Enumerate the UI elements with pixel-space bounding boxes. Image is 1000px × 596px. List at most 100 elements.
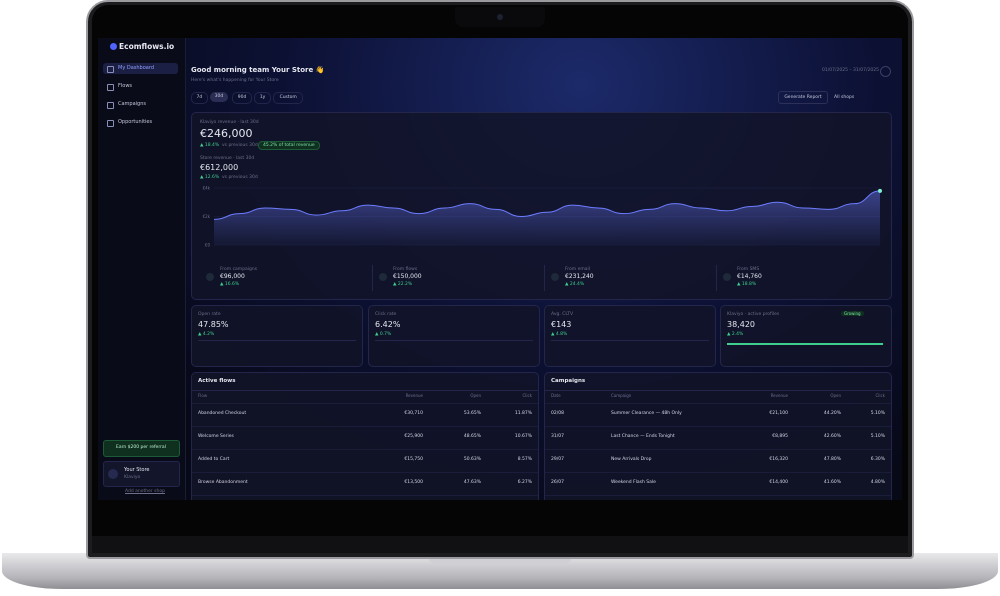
- range-tab[interactable]: Custom: [273, 92, 304, 104]
- cell: Summer Clearance — 48h Only: [611, 411, 682, 416]
- row-divider: [192, 426, 538, 427]
- referral[interactable]: Earn $200 per referral: [103, 440, 180, 457]
- cell: 48.65%: [463, 434, 481, 439]
- column-header: Open: [830, 393, 841, 398]
- cell: 47.80%: [823, 457, 841, 462]
- cell: Added to Cart: [198, 457, 230, 462]
- sidebar: Ecomflows.io My Dashboard Flows Campaigns Op…: [98, 38, 186, 500]
- cell: 31/07: [551, 434, 564, 439]
- kpi-badge: Growing: [841, 311, 864, 316]
- cell: €21,100: [769, 411, 788, 416]
- kpi-value: 47.85%: [198, 320, 229, 329]
- breakdown-label: From email: [565, 267, 590, 272]
- cell: 4.80%: [870, 480, 885, 485]
- kpi-divider: [551, 340, 709, 341]
- cell: Browse Abandonment: [198, 480, 248, 485]
- kpi-divider: [375, 340, 533, 341]
- add-shop[interactable]: Add another shop: [125, 489, 165, 494]
- revenue-compare: vs previous 30d: [222, 143, 258, 148]
- y-tick-label: €2k: [203, 214, 211, 219]
- subtitle: Here's what's happening for Your Store: [191, 78, 279, 83]
- header-row: [192, 390, 538, 391]
- screen: Ecomflows.io My Dashboard Flows Campaigns Op…: [98, 38, 902, 500]
- cell: 6.27%: [517, 480, 532, 485]
- nav-icon: [107, 120, 114, 127]
- settings-button[interactable]: [880, 66, 891, 77]
- cell: 11.87%: [514, 411, 532, 416]
- brand: Ecomflows.io: [119, 42, 175, 51]
- cell: Abandoned Checkout: [198, 411, 247, 416]
- store-value: €612,000: [200, 163, 239, 172]
- camera: [497, 14, 503, 20]
- column-header: Date: [551, 393, 561, 398]
- kpi-card: Open rate 47.85% ▲ 4.2%: [191, 305, 363, 367]
- flows-table: Active flows Flow Revenue Open Click Abandone…: [191, 372, 539, 500]
- y-tick-label: €4k: [203, 186, 211, 191]
- column-header: Revenue: [405, 393, 423, 398]
- range-tab[interactable]: 7d: [191, 92, 208, 104]
- range-tab[interactable]: 1y: [254, 92, 271, 104]
- kpi-divider: [198, 340, 356, 341]
- breakdown-change: ▲ 16.6%: [220, 282, 240, 287]
- cell: €14,400: [769, 480, 788, 485]
- column-header: Campaign: [611, 393, 632, 398]
- avatar: [108, 469, 118, 479]
- row-divider: [545, 472, 891, 473]
- cell: 42.60%: [823, 434, 841, 439]
- cell: €15,750: [404, 457, 423, 462]
- row-divider: [192, 472, 538, 473]
- report-button[interactable]: Generate Report: [778, 91, 828, 104]
- cell: 41.60%: [823, 480, 841, 485]
- breakdown-item: From email €231,240 ▲ 24.4%: [544, 265, 710, 291]
- table-title: Campaigns: [551, 378, 586, 384]
- campaigns-table: Campaigns Date Campaign Revenue Open Click 02/…: [544, 372, 892, 500]
- cell: Weekend Flash Sale: [611, 480, 656, 485]
- cell: Welcome Series: [198, 434, 234, 439]
- row-divider: [545, 403, 891, 404]
- cell: €8,895: [772, 434, 788, 439]
- row-divider: [192, 403, 538, 404]
- breakdown-value: €150,000: [393, 273, 422, 280]
- row-divider: [192, 495, 538, 496]
- nav-item[interactable]: Opportunities: [103, 117, 178, 128]
- account[interactable]: Your Store Klaviyo: [103, 461, 180, 487]
- column-header: Flow: [198, 393, 208, 398]
- date-range: 01/07/2025 – 31/07/2025: [822, 68, 879, 73]
- revenue-value: €246,000: [200, 127, 253, 140]
- cell: 44.20%: [823, 411, 841, 416]
- range-tab[interactable]: 90d: [232, 92, 253, 104]
- nav-item[interactable]: Campaigns: [103, 99, 178, 110]
- breakdown-change: ▲ 18.8%: [737, 282, 757, 287]
- kpi-label: Avg. CLTV: [551, 312, 574, 317]
- breakdown-change: ▲ 24.4%: [565, 282, 585, 287]
- account-name: Your Store: [124, 467, 150, 473]
- column-header: Click: [875, 393, 885, 398]
- kpi-progress: [727, 343, 883, 345]
- nav-item[interactable]: My Dashboard: [103, 63, 178, 74]
- shop-select[interactable]: All shops: [834, 95, 855, 100]
- cell: 47.63%: [463, 480, 481, 485]
- cell: 5.10%: [870, 411, 885, 416]
- cell: 8.57%: [517, 457, 532, 462]
- nav-icon: [107, 84, 114, 91]
- account-platform: Klaviyo: [124, 475, 141, 480]
- nav-item[interactable]: Flows: [103, 81, 178, 92]
- kpi-value: 38,420: [727, 320, 755, 329]
- nav-label: Opportunities: [118, 119, 153, 125]
- nav-label: My Dashboard: [118, 65, 154, 71]
- screen-chin: [92, 536, 908, 553]
- row-divider: [545, 426, 891, 427]
- kpi-label: Click rate: [375, 312, 397, 317]
- cell: New Arrivals Drop: [611, 457, 652, 462]
- revenue-line: [213, 190, 881, 220]
- store-label: Store revenue · last 30d: [200, 156, 255, 161]
- revenue-label: Klaviyo revenue · last 30d: [200, 120, 259, 125]
- logo-icon: [110, 43, 117, 50]
- cell: €13,500: [404, 480, 423, 485]
- row-divider: [545, 495, 891, 496]
- range-tab[interactable]: 30d: [209, 92, 228, 102]
- cell: €16,320: [769, 457, 788, 462]
- cell: 53.65%: [463, 411, 481, 416]
- end-point: [878, 188, 882, 193]
